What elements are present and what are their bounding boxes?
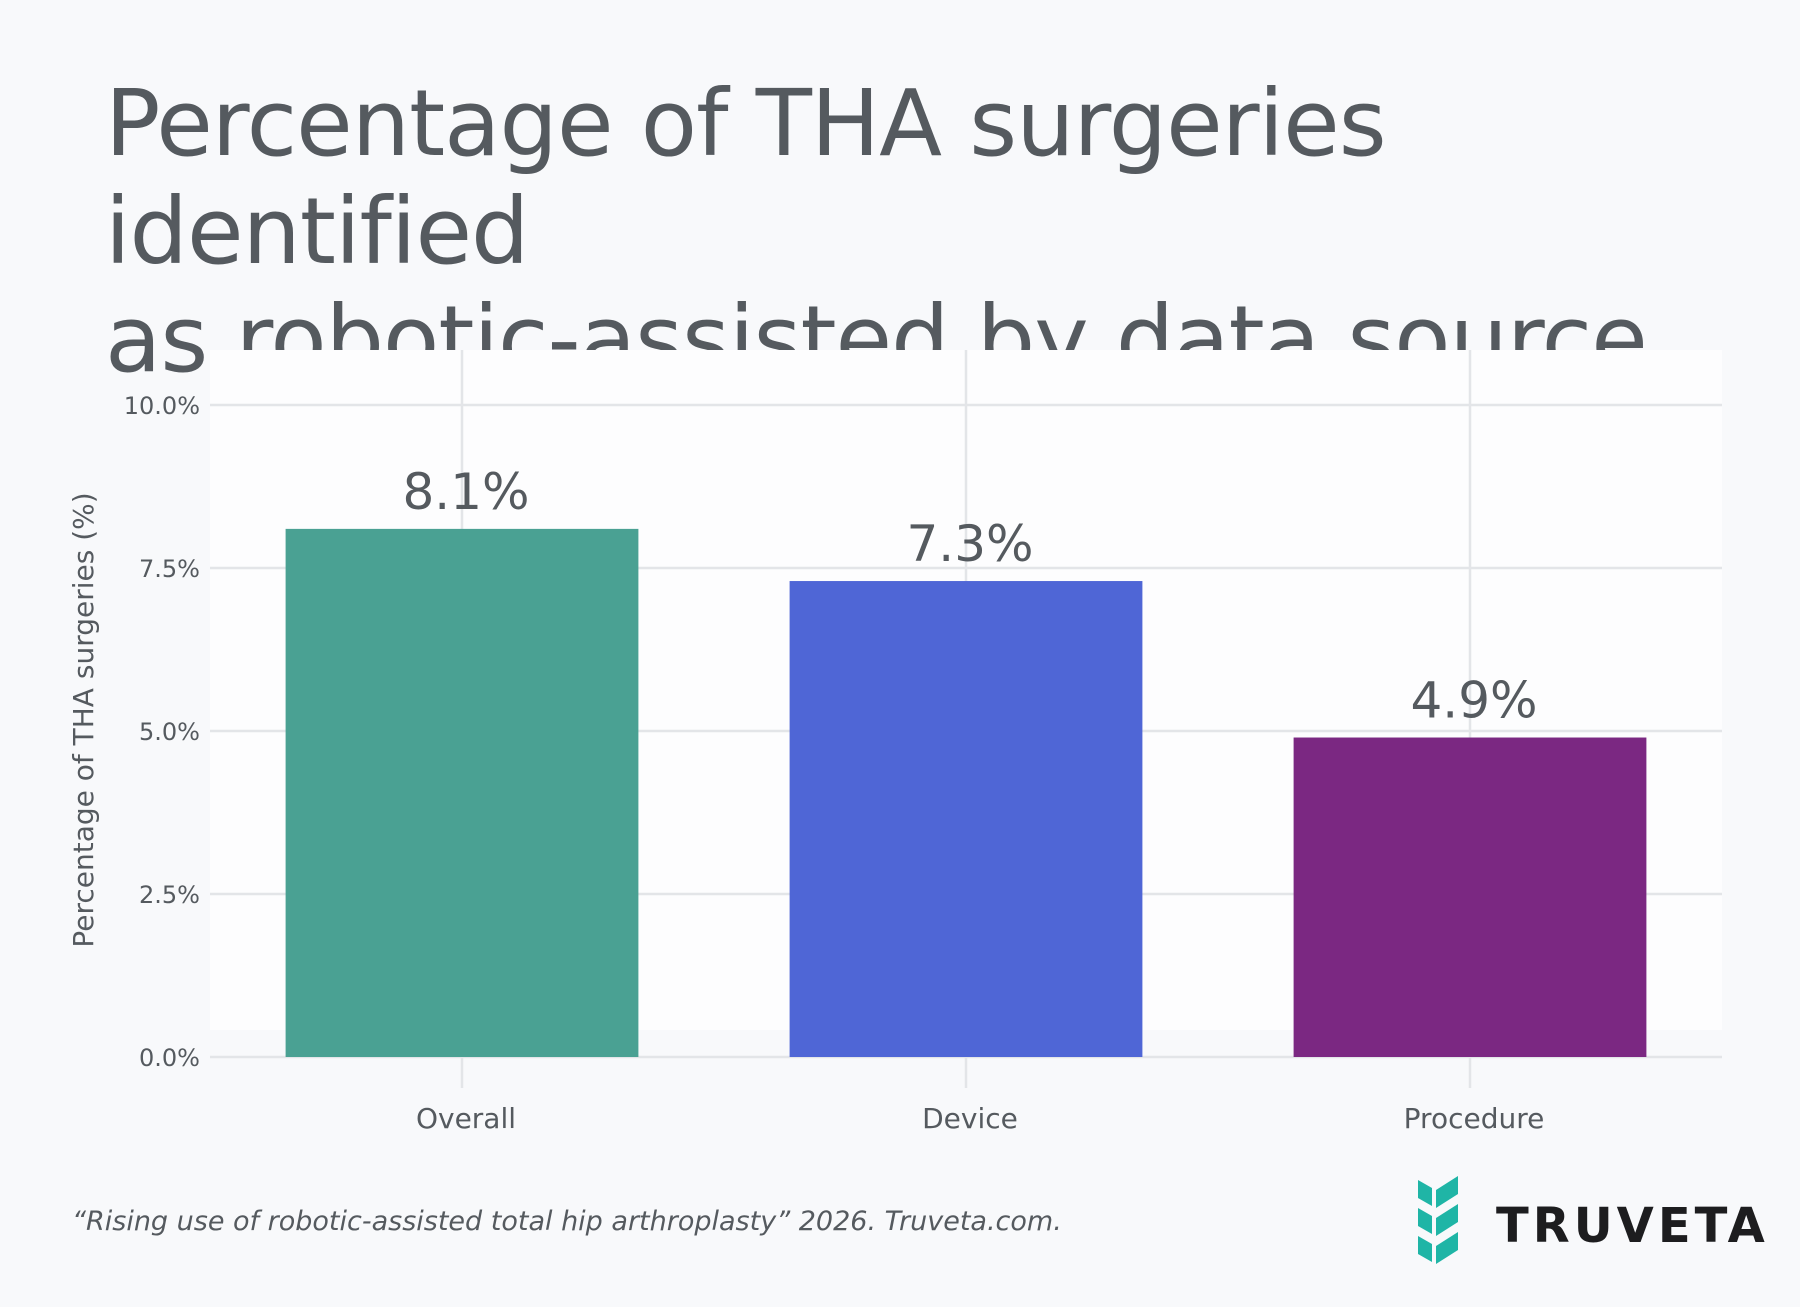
x-tick-labels: Overall Device Procedure	[416, 1102, 1544, 1135]
source-citation: “Rising use of robotic-assisted total hi…	[72, 1206, 1062, 1237]
bar-data-label: 4.9%	[1410, 672, 1537, 730]
bar-data-label: 7.3%	[906, 515, 1033, 573]
chart-title-line-1: Percentage of THA surgeries identified	[105, 70, 1387, 285]
x-tick-label: Overall	[416, 1102, 516, 1135]
bar-data-label: 8.1%	[402, 463, 529, 521]
bar-chart: 8.1% 7.3% 4.9% 0.0% 2.5% 5.0% 7.5% 10.0% Overa…	[67, 350, 1722, 1135]
bar-data-labels: 8.1% 7.3% 4.9%	[402, 463, 1537, 730]
truveta-brand: TRUVETA	[1418, 1176, 1765, 1272]
bars	[285, 528, 1647, 1057]
y-tick-label: 2.5%	[139, 881, 200, 909]
y-tick-label: 0.0%	[139, 1044, 200, 1072]
brand-name: TRUVETA	[1496, 1198, 1769, 1254]
y-axis-label: Percentage of THA surgeries (%)	[67, 492, 100, 947]
y-tick-label: 5.0%	[139, 718, 200, 746]
bar-procedure	[1293, 737, 1647, 1057]
x-tick-label: Procedure	[1404, 1102, 1545, 1135]
bar-device	[789, 581, 1143, 1057]
y-tick-labels: 0.0% 2.5% 5.0% 7.5% 10.0%	[124, 392, 200, 1072]
y-tick-label: 7.5%	[139, 555, 200, 583]
y-tick-label: 10.0%	[124, 392, 200, 420]
x-tick-label: Device	[922, 1102, 1018, 1135]
truveta-chevron-logo-icon	[1418, 1176, 1458, 1264]
bar-overall	[285, 528, 639, 1057]
